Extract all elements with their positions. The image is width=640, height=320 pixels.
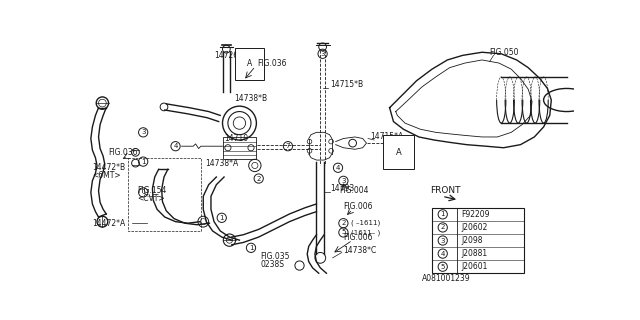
Text: A081001239: A081001239 xyxy=(422,274,470,283)
Text: F92209: F92209 xyxy=(461,210,490,219)
Text: 14472*B: 14472*B xyxy=(92,163,125,172)
Text: 2: 2 xyxy=(341,220,346,226)
Text: 4: 4 xyxy=(173,143,178,149)
Text: FIG.036: FIG.036 xyxy=(257,59,287,68)
Text: 14710: 14710 xyxy=(224,134,248,143)
Text: 1: 1 xyxy=(141,189,145,196)
Text: FIG.035: FIG.035 xyxy=(260,252,290,261)
Text: <CVT>: <CVT> xyxy=(137,194,164,203)
Text: 1: 1 xyxy=(220,215,224,221)
Text: 1: 1 xyxy=(249,245,253,251)
Text: 14793: 14793 xyxy=(330,184,355,193)
Text: 1: 1 xyxy=(141,159,145,164)
Text: FRONT: FRONT xyxy=(429,186,460,195)
Text: FIG.004: FIG.004 xyxy=(340,186,369,195)
Text: 14738*A: 14738*A xyxy=(205,159,238,168)
Text: 14738*B: 14738*B xyxy=(234,94,267,103)
Text: 5: 5 xyxy=(440,264,445,270)
Text: (1611– ): (1611– ) xyxy=(351,229,380,236)
Text: J20602: J20602 xyxy=(461,223,488,232)
Text: FIG.006: FIG.006 xyxy=(344,233,373,242)
Text: 2: 2 xyxy=(257,176,261,181)
Text: 1: 1 xyxy=(440,211,445,217)
Text: 14715*B: 14715*B xyxy=(330,80,364,89)
Text: 7: 7 xyxy=(285,143,290,149)
Text: 5: 5 xyxy=(341,229,346,236)
Text: 2: 2 xyxy=(440,224,445,230)
Text: ( –1611): ( –1611) xyxy=(351,220,380,227)
Text: 3: 3 xyxy=(341,178,346,184)
Text: FIG.154: FIG.154 xyxy=(137,186,166,195)
Text: 14726: 14726 xyxy=(214,51,239,60)
Text: FIG.050: FIG.050 xyxy=(490,48,519,57)
Text: 3: 3 xyxy=(440,237,445,244)
Text: <6MT>: <6MT> xyxy=(92,171,121,180)
Text: 0238S: 0238S xyxy=(260,260,284,268)
Text: J20881: J20881 xyxy=(461,249,487,258)
Text: J2098: J2098 xyxy=(461,236,483,245)
Text: 14472*A: 14472*A xyxy=(92,219,125,228)
Bar xyxy=(432,208,524,273)
Text: FIG.006: FIG.006 xyxy=(344,202,373,211)
Text: FIG.036: FIG.036 xyxy=(109,148,138,157)
Text: A: A xyxy=(247,59,252,68)
Text: J20601: J20601 xyxy=(461,262,488,271)
Text: 3: 3 xyxy=(321,51,325,57)
Text: 14738*C: 14738*C xyxy=(344,246,377,255)
Text: 3: 3 xyxy=(141,129,145,135)
Text: 4: 4 xyxy=(440,251,445,257)
Text: 14715*A: 14715*A xyxy=(371,132,404,141)
Circle shape xyxy=(349,139,356,147)
Text: 4: 4 xyxy=(336,165,340,171)
Text: A: A xyxy=(396,148,402,157)
